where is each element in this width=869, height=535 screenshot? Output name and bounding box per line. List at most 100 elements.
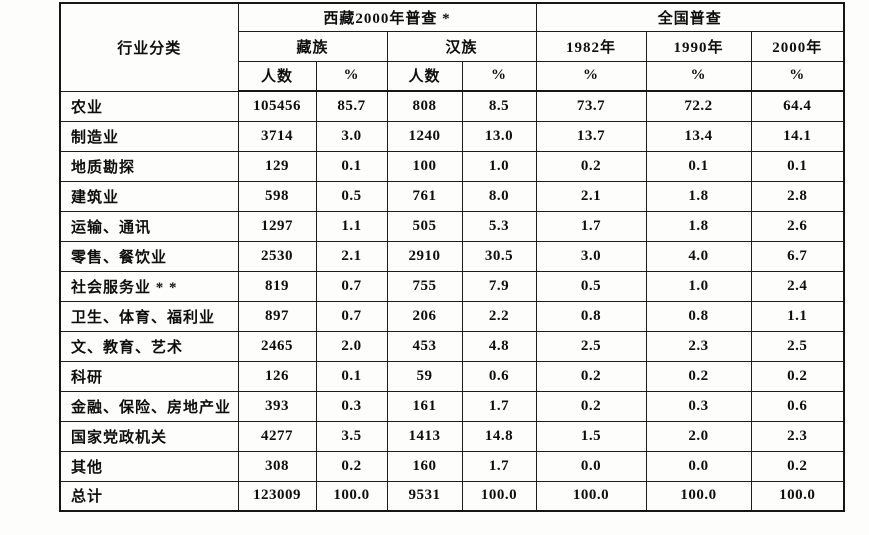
percent-1990: 0.2 (645, 360, 752, 392)
percent-1982: 3.0 (535, 240, 647, 272)
han-count: 761 (386, 180, 463, 212)
tibetan-percent: 2.0 (315, 330, 388, 362)
tibetan-count: 1297 (237, 210, 317, 242)
tibetan-percent: 85.7 (315, 90, 388, 122)
tibetan-group-header: 藏族 (237, 30, 388, 62)
tibetan-count: 105456 (237, 90, 317, 122)
han-percent: 1.7 (461, 390, 537, 422)
han-percent: 8.5 (461, 90, 537, 122)
percent-2000: 6.7 (750, 240, 845, 272)
tibet-census-group-header: 西藏2000年普查 * (237, 2, 537, 32)
han-percent: 14.8 (461, 420, 537, 452)
tibetan-percent-header: % (315, 60, 388, 92)
percent-1982: 13.7 (535, 120, 647, 152)
percent-1982: 0.2 (535, 360, 647, 392)
han-percent: 0.6 (461, 360, 537, 392)
tibetan-count: 2530 (237, 240, 317, 272)
percent-1982: 2.5 (535, 330, 647, 362)
tibetan-percent: 3.5 (315, 420, 388, 452)
table-row-total: 总计 123009 100.0 9531 100.0 100.0 100.0 1… (59, 480, 845, 512)
han-count: 100 (386, 150, 463, 182)
han-count-header: 人数 (386, 60, 463, 92)
han-count: 206 (386, 300, 463, 332)
percent-2000: 14.1 (750, 120, 845, 152)
han-count: 59 (386, 360, 463, 392)
table-row: 建筑业 598 0.5 761 8.0 2.1 1.8 2.8 (59, 180, 845, 212)
year-1982-header: 1982年 (535, 30, 647, 62)
percent-2000: 2.8 (750, 180, 845, 212)
table-row: 运输、通讯 1297 1.1 505 5.3 1.7 1.8 2.6 (59, 210, 845, 242)
percent-1982: 0.2 (535, 150, 647, 182)
percent-2000: 2.4 (750, 270, 845, 302)
industry-column-header: 行业分类 (59, 2, 239, 92)
percent-2000-header: % (750, 60, 845, 92)
tibetan-percent: 100.0 (315, 480, 388, 512)
percent-1990: 0.0 (645, 450, 752, 482)
percent-2000: 2.5 (750, 330, 845, 362)
percent-1982: 100.0 (535, 480, 647, 512)
row-label: 金融、保险、房地产业 (59, 390, 239, 422)
tibetan-percent: 0.7 (315, 300, 388, 332)
tibetan-count: 126 (237, 360, 317, 392)
row-label: 科研 (59, 360, 239, 392)
tibetan-percent: 2.1 (315, 240, 388, 272)
tibetan-count: 129 (237, 150, 317, 182)
han-percent: 8.0 (461, 180, 537, 212)
row-label: 零售、餐饮业 (59, 240, 239, 272)
national-census-group-header: 全国普查 (535, 2, 845, 32)
percent-1982: 0.8 (535, 300, 647, 332)
tibetan-percent: 0.1 (315, 150, 388, 182)
han-percent: 1.7 (461, 450, 537, 482)
han-percent: 100.0 (461, 480, 537, 512)
tibetan-count: 123009 (237, 480, 317, 512)
percent-1982: 1.5 (535, 420, 647, 452)
percent-1990: 0.8 (645, 300, 752, 332)
han-count: 2910 (386, 240, 463, 272)
tibetan-percent: 0.7 (315, 270, 388, 302)
percent-1990: 0.1 (645, 150, 752, 182)
tibetan-count: 308 (237, 450, 317, 482)
industry-distribution-table: 行业分类 西藏2000年普查 * 全国普查 藏族 汉族 1982年 1990年 … (59, 2, 846, 512)
percent-1982: 0.0 (535, 450, 647, 482)
han-percent-header: % (461, 60, 537, 92)
table-row: 文、教育、艺术 2465 2.0 453 4.8 2.5 2.3 2.5 (59, 330, 845, 362)
percent-1982: 2.1 (535, 180, 647, 212)
han-count: 755 (386, 270, 463, 302)
percent-1990-header: % (645, 60, 752, 92)
row-label: 其他 (59, 450, 239, 482)
percent-1990: 0.3 (645, 390, 752, 422)
han-percent: 2.2 (461, 300, 537, 332)
row-label: 社会服务业 * * (59, 270, 239, 302)
tibetan-percent: 0.2 (315, 450, 388, 482)
table-row: 卫生、体育、福利业 897 0.7 206 2.2 0.8 0.8 1.1 (59, 300, 845, 332)
percent-1990: 13.4 (645, 120, 752, 152)
han-percent: 4.8 (461, 330, 537, 362)
percent-2000: 1.1 (750, 300, 845, 332)
percent-1982: 1.7 (535, 210, 647, 242)
tibetan-count: 3714 (237, 120, 317, 152)
tibetan-percent: 0.5 (315, 180, 388, 212)
percent-1990: 2.3 (645, 330, 752, 362)
row-label: 文、教育、艺术 (59, 330, 239, 362)
tibetan-count: 4277 (237, 420, 317, 452)
percent-1990: 72.2 (645, 90, 752, 122)
tibetan-count: 598 (237, 180, 317, 212)
row-label: 运输、通讯 (59, 210, 239, 242)
tibetan-count: 819 (237, 270, 317, 302)
han-count: 9531 (386, 480, 463, 512)
percent-1990: 100.0 (645, 480, 752, 512)
tibetan-percent: 1.1 (315, 210, 388, 242)
han-count: 160 (386, 450, 463, 482)
han-count: 161 (386, 390, 463, 422)
table-row: 零售、餐饮业 2530 2.1 2910 30.5 3.0 4.0 6.7 (59, 240, 845, 272)
percent-2000: 64.4 (750, 90, 845, 122)
tibetan-count-header: 人数 (237, 60, 317, 92)
han-count: 453 (386, 330, 463, 362)
percent-2000: 100.0 (750, 480, 845, 512)
table-row: 国家党政机关 4277 3.5 1413 14.8 1.5 2.0 2.3 (59, 420, 845, 452)
tibetan-percent: 0.1 (315, 360, 388, 392)
han-count: 1413 (386, 420, 463, 452)
percent-2000: 0.2 (750, 450, 845, 482)
han-percent: 5.3 (461, 210, 537, 242)
han-count: 1240 (386, 120, 463, 152)
